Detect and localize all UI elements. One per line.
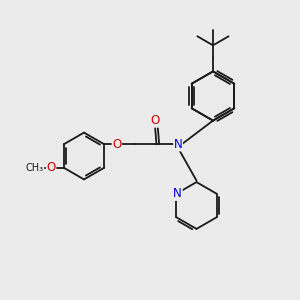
Text: N: N: [173, 187, 182, 200]
Text: O: O: [112, 138, 122, 151]
Text: N: N: [174, 138, 182, 151]
Text: CH₃: CH₃: [26, 163, 44, 173]
Text: O: O: [46, 161, 56, 174]
Text: O: O: [150, 114, 160, 127]
